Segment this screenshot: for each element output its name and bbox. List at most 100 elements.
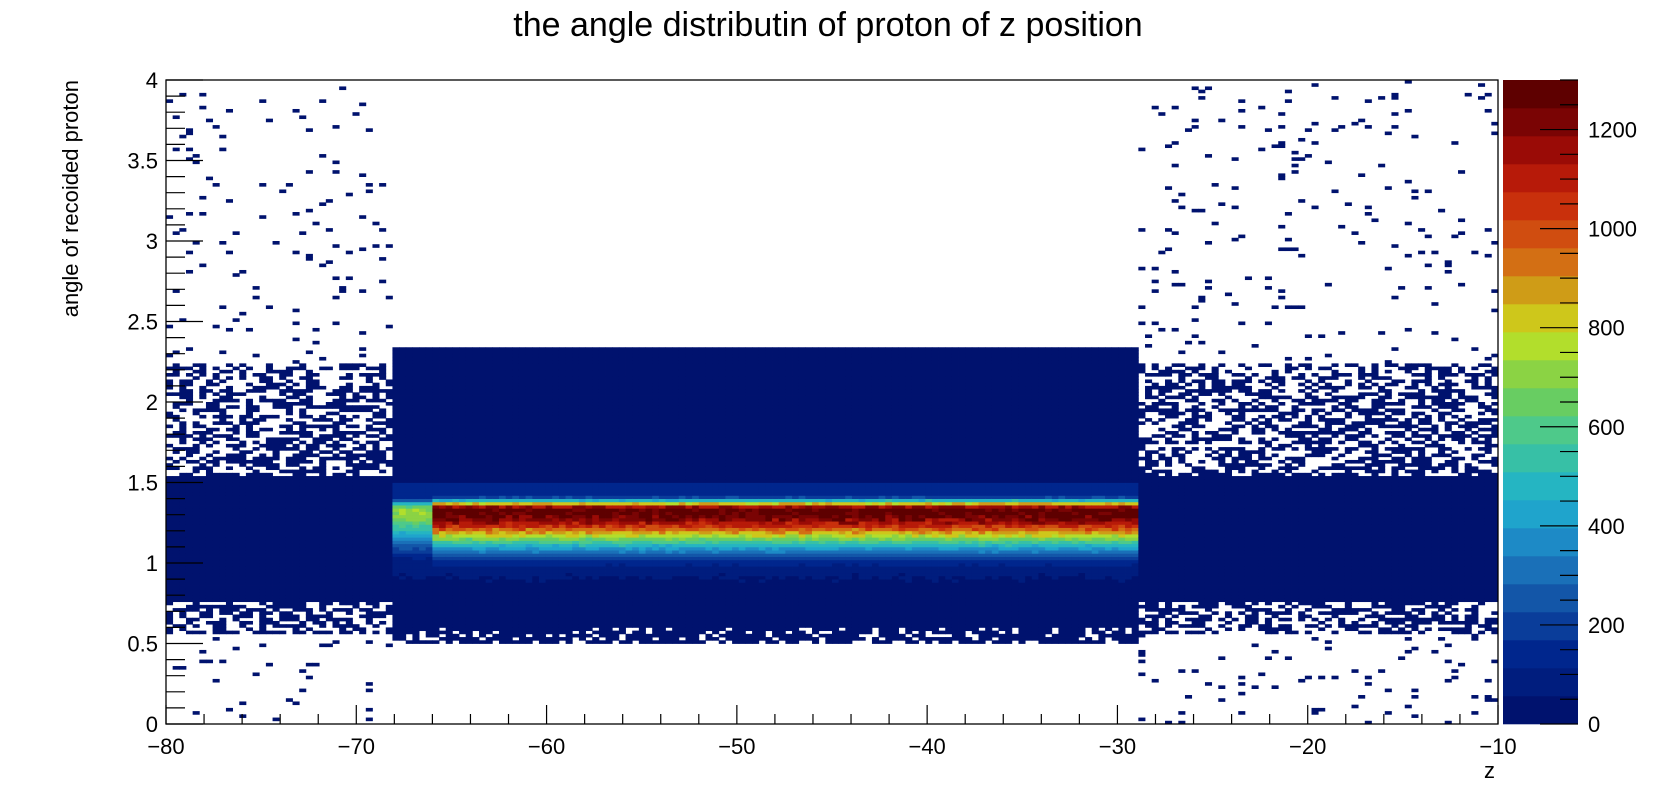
heatmap-cell (312, 498, 320, 503)
heatmap-cell (332, 511, 340, 516)
heatmap-cell (259, 443, 267, 448)
heatmap-cell (432, 398, 440, 403)
heatmap-cell (392, 353, 400, 358)
heatmap-cell (225, 395, 233, 400)
heatmap-cell (412, 466, 420, 471)
heatmap-cell (219, 543, 227, 548)
heatmap-cell (245, 550, 253, 554)
heatmap-cell (485, 379, 493, 384)
heatmap-cell (199, 569, 207, 574)
heatmap-cell (459, 601, 467, 606)
heatmap-cell (199, 546, 207, 551)
heatmap-cell (265, 459, 273, 464)
heatmap-cell (425, 469, 433, 474)
heatmap-cell (432, 572, 440, 577)
heatmap-cell (212, 575, 220, 580)
heatmap-cell (285, 517, 293, 522)
heatmap-cell (492, 482, 500, 487)
heatmap-cell (485, 640, 493, 644)
heatmap-cell (518, 611, 527, 615)
heatmap-cell (565, 617, 573, 622)
heatmap-cell (305, 447, 313, 451)
heatmap-cell (172, 530, 180, 535)
heatmap-cell (325, 199, 333, 203)
heatmap-cell (538, 472, 547, 477)
heatmap-cell (265, 369, 273, 374)
heatmap-cell (465, 505, 473, 509)
heatmap-cell (319, 579, 327, 583)
heatmap-cell (499, 434, 507, 438)
heatmap-cell (405, 517, 413, 522)
heatmap-cell (525, 572, 533, 577)
heatmap-cell (399, 485, 407, 490)
heatmap-cell (465, 508, 473, 512)
heatmap-cell (299, 579, 307, 583)
heatmap-cell (552, 527, 560, 532)
heatmap-cell (565, 624, 573, 628)
heatmap-cell (505, 414, 513, 419)
heatmap-cell (538, 373, 547, 377)
heatmap-cell (452, 537, 460, 541)
heatmap-cell (432, 508, 440, 512)
heatmap-cell (565, 524, 573, 528)
heatmap-cell (265, 456, 273, 461)
heatmap-cell (538, 611, 547, 615)
heatmap-cell (239, 598, 247, 603)
heatmap-cell (199, 408, 207, 413)
heatmap-cell (265, 527, 273, 532)
heatmap-cell (532, 398, 540, 403)
heatmap-cell (299, 537, 307, 541)
heatmap-cell (445, 453, 453, 458)
heatmap-cell (465, 550, 473, 554)
heatmap-cell (245, 540, 253, 545)
heatmap-cell (385, 595, 393, 599)
heatmap-cell (166, 508, 174, 512)
heatmap-cell (392, 373, 400, 377)
heatmap-cell (505, 421, 513, 425)
heatmap-cell (392, 382, 400, 387)
heatmap-cell (439, 488, 447, 493)
heatmap-cell (379, 456, 387, 461)
heatmap-cell (459, 427, 467, 432)
heatmap-cell (425, 418, 433, 422)
heatmap-cell (552, 588, 560, 593)
heatmap-cell (558, 611, 566, 615)
heatmap-cell (512, 363, 520, 367)
heatmap-cell (299, 624, 307, 628)
heatmap-cell (199, 463, 207, 467)
heatmap-cell (192, 563, 200, 567)
heatmap-cell (505, 402, 513, 406)
heatmap-cell (572, 389, 580, 393)
heatmap-cell (439, 392, 447, 396)
heatmap-cell (499, 498, 507, 503)
heatmap-cell (432, 395, 440, 400)
heatmap-cell (239, 546, 247, 551)
heatmap-cell (385, 437, 393, 442)
heatmap-cell (359, 453, 367, 458)
heatmap-cell (259, 479, 267, 483)
heatmap-cell (585, 537, 593, 541)
heatmap-cell (459, 595, 467, 599)
heatmap-cell (412, 546, 420, 551)
heatmap-cell (518, 408, 527, 413)
heatmap-cell (339, 601, 347, 606)
heatmap-cell (345, 563, 353, 567)
heatmap-cell (419, 472, 427, 477)
heatmap-cell (532, 521, 540, 525)
heatmap-cell (179, 611, 187, 615)
heatmap-cell (279, 521, 287, 525)
heatmap-cell (525, 443, 533, 448)
heatmap-cell (392, 604, 400, 609)
heatmap-cell (352, 414, 360, 419)
heatmap-cell (285, 405, 293, 409)
heatmap-cell (538, 553, 547, 557)
heatmap-cell (372, 527, 380, 532)
heatmap-cell (292, 337, 300, 342)
heatmap-cell (279, 617, 287, 622)
heatmap-cell (379, 498, 387, 503)
heatmap-cell (352, 363, 360, 367)
heatmap-cell (492, 408, 500, 413)
heatmap-cell (518, 450, 527, 454)
heatmap-cell (199, 363, 207, 367)
heatmap-cell (279, 582, 287, 586)
